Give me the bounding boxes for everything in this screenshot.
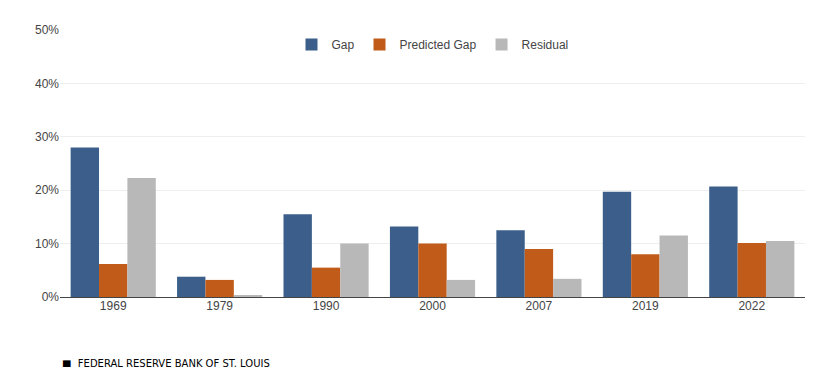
svg-text:1979: 1979	[206, 299, 233, 313]
svg-text:10%: 10%	[35, 237, 59, 251]
svg-text:20%: 20%	[35, 183, 59, 197]
svg-text:2019: 2019	[632, 299, 659, 313]
svg-text:Residual: Residual	[522, 38, 569, 52]
svg-text:Gap: Gap	[332, 38, 355, 52]
svg-text:30%: 30%	[35, 130, 59, 144]
svg-text:Predicted Gap: Predicted Gap	[400, 38, 477, 52]
svg-text:1990: 1990	[313, 299, 340, 313]
svg-text:40%: 40%	[35, 77, 59, 91]
svg-text:2000: 2000	[419, 299, 446, 313]
svg-text:0%: 0%	[42, 290, 60, 304]
svg-text:2007: 2007	[526, 299, 553, 313]
svg-text:■ FEDERAL RESERVE BANK OF ST.: ■ FEDERAL RESERVE BANK OF ST. LOUIS	[62, 358, 270, 367]
svg-text:50%: 50%	[35, 23, 59, 37]
svg-text:2022: 2022	[738, 299, 765, 313]
svg-text:1969: 1969	[100, 299, 127, 313]
